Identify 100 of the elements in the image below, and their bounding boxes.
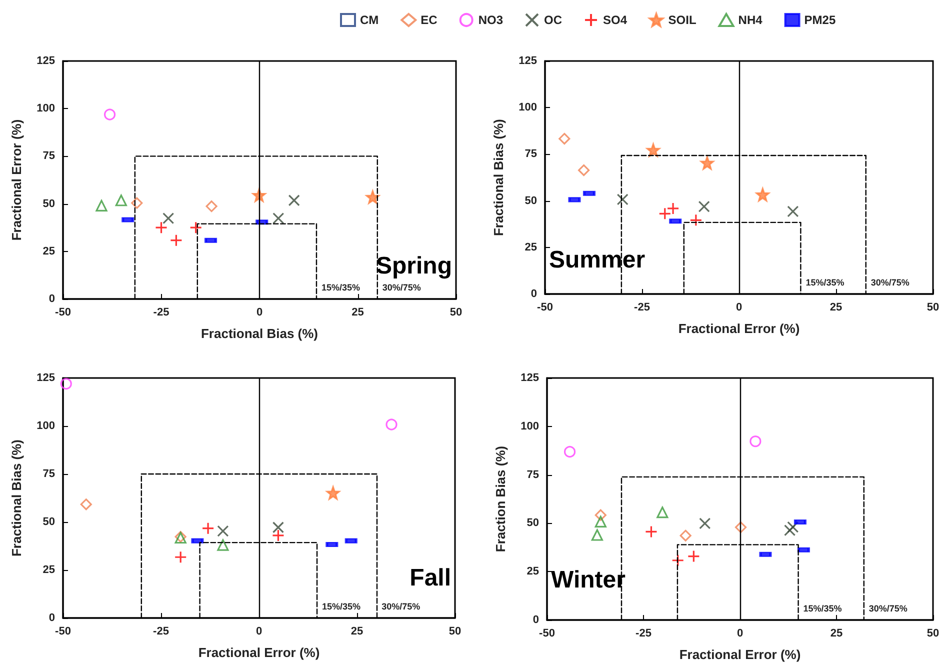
y-axis-title: Fractional Error (%) bbox=[9, 119, 24, 241]
point bbox=[564, 446, 576, 458]
y-tick-label: 25 bbox=[526, 566, 539, 578]
point bbox=[690, 214, 702, 226]
point bbox=[288, 194, 300, 206]
x-tick-label: 0 bbox=[736, 302, 742, 314]
point bbox=[700, 156, 714, 170]
point bbox=[174, 550, 187, 564]
x-tick-label: -50 bbox=[539, 628, 555, 640]
y-tick-label: 125 bbox=[36, 372, 55, 384]
annotation: 30%/75% bbox=[382, 602, 420, 612]
x-tick-label: 25 bbox=[350, 626, 364, 638]
x-tick-label: -25 bbox=[636, 628, 652, 640]
annotation: 30%/75% bbox=[868, 604, 908, 614]
point bbox=[217, 539, 229, 551]
point bbox=[170, 234, 182, 247]
x-axis-title: Fractional Bias (%) bbox=[200, 326, 318, 341]
y-tick-label: 75 bbox=[524, 148, 537, 160]
point bbox=[594, 516, 606, 528]
point bbox=[787, 521, 799, 533]
x-tick-label: 0 bbox=[256, 626, 262, 638]
y-tick-label: 75 bbox=[42, 468, 55, 480]
point bbox=[326, 486, 340, 500]
point bbox=[104, 108, 116, 120]
y-tick-label: 125 bbox=[36, 55, 55, 67]
annotation: 30%/75% bbox=[382, 282, 421, 292]
y-tick-label: 25 bbox=[524, 241, 537, 254]
legend-label: SO4 bbox=[603, 13, 628, 27]
point bbox=[272, 212, 284, 224]
point bbox=[698, 200, 710, 212]
y-tick-label: 100 bbox=[520, 420, 539, 432]
legend-label: NH4 bbox=[738, 13, 763, 27]
x-tick-label: -25 bbox=[634, 302, 650, 314]
annotation: 15%/35% bbox=[322, 602, 361, 612]
y-tick-label: 25 bbox=[42, 245, 55, 258]
point bbox=[206, 200, 218, 212]
y-tick-label: 125 bbox=[518, 55, 537, 67]
point bbox=[658, 207, 672, 220]
annotation: 30%/75% bbox=[870, 278, 910, 288]
x-tick-label: 50 bbox=[926, 302, 940, 314]
legend-label: PM25 bbox=[804, 13, 836, 27]
x-tick-label: 25 bbox=[352, 306, 364, 318]
x-tick-label: -25 bbox=[153, 306, 170, 318]
y-tick-label: 0 bbox=[532, 614, 539, 626]
x-tick-label: 25 bbox=[830, 628, 843, 640]
point bbox=[646, 143, 660, 157]
x-axis-title: Fractional Error (%) bbox=[678, 321, 800, 336]
annotation: Winter bbox=[551, 566, 626, 594]
point bbox=[386, 418, 398, 430]
point bbox=[656, 506, 668, 518]
y-tick-label: 50 bbox=[42, 516, 55, 528]
point bbox=[784, 524, 796, 536]
point bbox=[162, 212, 174, 224]
point bbox=[131, 197, 143, 209]
point bbox=[680, 530, 692, 542]
annotation: Fall bbox=[410, 564, 451, 592]
annotation: Summer bbox=[549, 246, 646, 274]
y-axis-title: Fractional Bias (%) bbox=[9, 439, 24, 557]
x-axis-title: Fractional Error (%) bbox=[679, 647, 801, 662]
y-tick-label: 100 bbox=[36, 420, 55, 432]
point bbox=[80, 498, 92, 510]
y-tick-label: 0 bbox=[530, 288, 537, 300]
point bbox=[217, 525, 229, 537]
x-tick-label: 0 bbox=[736, 628, 744, 640]
point bbox=[734, 521, 747, 534]
point bbox=[558, 132, 570, 145]
point bbox=[591, 529, 603, 541]
y-tick-label: 50 bbox=[524, 194, 537, 207]
point bbox=[666, 202, 680, 215]
legend-label: OC bbox=[544, 13, 562, 27]
point bbox=[60, 378, 72, 390]
x-axis-title: Fractional Error (%) bbox=[198, 645, 320, 660]
point bbox=[699, 518, 711, 530]
x-tick-label: 50 bbox=[448, 626, 462, 638]
x-tick-label: 25 bbox=[830, 302, 842, 314]
point bbox=[115, 194, 127, 206]
y-axis-title: Fraction Bias (%) bbox=[493, 446, 508, 552]
y-tick-label: 50 bbox=[42, 198, 55, 210]
x-tick-label: 50 bbox=[450, 306, 462, 318]
annotation: 15%/35% bbox=[806, 278, 844, 288]
y-tick-label: 125 bbox=[520, 372, 539, 384]
point bbox=[96, 200, 108, 212]
annotation: 15%/35% bbox=[803, 604, 842, 614]
x-tick-label: -25 bbox=[153, 626, 169, 638]
y-tick-label: 75 bbox=[526, 468, 539, 481]
y-tick-label: 50 bbox=[526, 517, 539, 530]
legend-label: EC bbox=[420, 13, 438, 27]
point bbox=[787, 206, 799, 218]
annotation: 15%/35% bbox=[321, 282, 360, 292]
x-tick-label: -50 bbox=[55, 306, 71, 318]
y-tick-label: 100 bbox=[518, 102, 537, 114]
point bbox=[644, 525, 658, 538]
point bbox=[190, 221, 202, 234]
legend-label: NO3 bbox=[478, 13, 504, 27]
point bbox=[272, 529, 285, 542]
y-tick-label: 0 bbox=[48, 612, 55, 624]
point bbox=[366, 190, 380, 204]
legend-label: CM bbox=[360, 13, 379, 27]
y-tick-label: 100 bbox=[36, 102, 55, 115]
y-tick-label: 25 bbox=[42, 564, 55, 576]
